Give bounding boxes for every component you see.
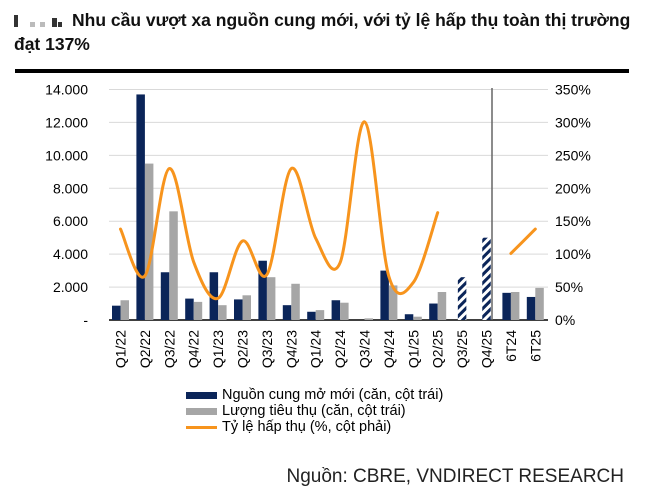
supply-bar-forecast: [457, 277, 467, 320]
absorbed-bar: [120, 300, 129, 320]
absorbed-bar: [388, 285, 398, 320]
absorbed-bar: [144, 163, 154, 320]
x-axis-tick: Q2/23: [235, 330, 251, 368]
legend-item-supply: Nguồn cung mở mới (căn, cột trái): [186, 387, 443, 403]
x-axis-tick: Q2/25: [430, 330, 446, 368]
legend-swatch: [186, 407, 217, 415]
supply-bar: [404, 314, 414, 320]
x-axis-tick: 6T25: [527, 330, 543, 362]
absorbed-bar: [242, 295, 251, 320]
absorbed-bar: [413, 316, 422, 320]
supply-bar: [185, 298, 194, 320]
supply-bar: [160, 272, 170, 320]
right-axis-tick: 50%: [555, 279, 583, 295]
right-axis-tick: 300%: [555, 114, 591, 130]
absorbed-bar: [535, 287, 544, 320]
source-note: Nguồn: CBRE, VNDIRECT RESEARCH: [286, 466, 624, 487]
supply-bar: [112, 305, 121, 320]
x-axis-tick: Q4/24: [381, 330, 397, 368]
x-axis-tick: Q4/22: [186, 330, 202, 368]
supply-bar: [258, 260, 267, 320]
absorbed-bar: [510, 292, 520, 320]
supply-bar: [307, 311, 316, 320]
right-axis-tick: 350%: [555, 82, 591, 98]
left-axis-tick: 14.000: [45, 82, 88, 98]
x-axis-tick: Q3/22: [161, 330, 177, 368]
absorbed-bar: [291, 283, 300, 320]
absorption-rate-line: [119, 120, 440, 301]
x-axis-tick: Q3/24: [357, 330, 373, 368]
supply-bar: [526, 296, 536, 320]
absorbed-bar: [364, 318, 373, 320]
absorbed-bar: [437, 292, 447, 320]
supply-bar: [136, 94, 145, 320]
x-axis-tick: Q1/25: [405, 330, 421, 368]
legend-swatch: [186, 425, 217, 429]
supply-bar: [209, 272, 219, 320]
x-axis-tick: Q1/23: [210, 330, 226, 368]
right-axis-tick: 200%: [555, 180, 591, 196]
supply-bar: [282, 305, 292, 320]
legend-item-absorbed: Lượng tiêu thụ (căn, cột trái): [186, 403, 443, 419]
left-axis-tick: 6.000: [53, 213, 88, 229]
supply-bar: [502, 292, 511, 320]
x-axis-tick: 6T24: [503, 330, 519, 362]
absorbed-bar: [315, 310, 325, 320]
x-axis-tick: Q3/23: [259, 330, 275, 368]
absorption-rate-line: [509, 227, 537, 255]
left-axis-tick: 10.000: [45, 147, 88, 163]
left-axis-tick: -: [83, 312, 88, 328]
chart-title: Nhu cầu vượt xa nguồn cung mới, với tỷ l…: [14, 10, 631, 54]
x-axis-tick: Q2/24: [332, 330, 348, 368]
supply-bar: [429, 303, 438, 320]
right-axis-tick: 0%: [555, 312, 575, 328]
right-axis-tick: 250%: [555, 147, 591, 163]
x-axis-tick: Q3/25: [454, 330, 470, 368]
left-axis-tick: 12.000: [45, 114, 88, 130]
supply-bar: [380, 270, 389, 320]
absorbed-bar: [340, 302, 349, 320]
title-divider: [15, 69, 629, 73]
logo-icon: [14, 13, 72, 27]
absorbed-bar: [193, 301, 203, 320]
right-axis-tick: 100%: [555, 246, 591, 262]
legend-swatch: [186, 391, 217, 399]
x-axis-tick: Q1/24: [308, 330, 324, 368]
legend: Nguồn cung mở mới (căn, cột trái) Lượng …: [186, 387, 443, 435]
absorbed-bar: [169, 211, 178, 320]
legend-item-rate: Tỷ lệ hấp thụ (%, cột phải): [186, 419, 443, 435]
right-axis-tick: 150%: [555, 213, 591, 229]
left-axis-tick: 8.000: [53, 180, 88, 196]
supply-bar-forecast: [482, 237, 491, 320]
supply-bar: [234, 299, 243, 320]
x-axis-tick: Q4/23: [283, 330, 299, 368]
x-axis-tick: Q4/25: [479, 330, 495, 368]
supply-bar: [331, 300, 341, 320]
left-axis-tick: 2.000: [53, 279, 88, 295]
x-axis-tick: Q2/22: [137, 330, 153, 368]
absorbed-bar: [266, 277, 276, 320]
x-axis-tick: Q1/22: [113, 330, 129, 368]
left-axis-tick: 4.000: [53, 246, 88, 262]
absorbed-bar: [218, 305, 227, 320]
